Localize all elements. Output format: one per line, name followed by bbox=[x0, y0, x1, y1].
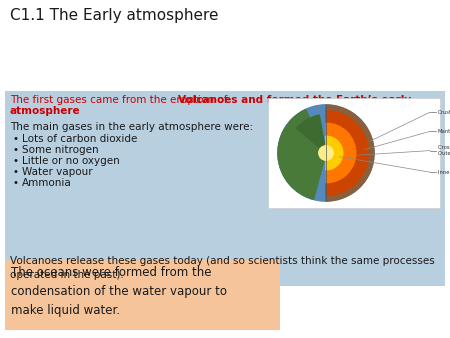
Text: Volcanoes and formed the Earth’s early: Volcanoes and formed the Earth’s early bbox=[178, 95, 411, 105]
Text: •: • bbox=[12, 134, 18, 144]
Text: Inner Core: Inner Core bbox=[438, 170, 450, 175]
FancyBboxPatch shape bbox=[5, 91, 445, 286]
Wedge shape bbox=[278, 110, 326, 199]
Wedge shape bbox=[326, 136, 343, 170]
Text: •: • bbox=[12, 156, 18, 166]
Text: .: . bbox=[50, 106, 54, 116]
Text: C1.1 The Early atmosphere: C1.1 The Early atmosphere bbox=[10, 8, 219, 23]
Text: Little or no oxygen: Little or no oxygen bbox=[22, 156, 120, 166]
FancyBboxPatch shape bbox=[5, 260, 280, 330]
Wedge shape bbox=[326, 105, 374, 201]
Text: Ammonia: Ammonia bbox=[22, 178, 72, 188]
Wedge shape bbox=[278, 105, 326, 201]
Text: atmosphere: atmosphere bbox=[10, 106, 81, 116]
Text: The first gases came from the eruption of: The first gases came from the eruption o… bbox=[10, 95, 231, 105]
Text: •: • bbox=[12, 178, 18, 188]
Wedge shape bbox=[326, 123, 356, 183]
Text: The main gases in the early atmosphere were:: The main gases in the early atmosphere w… bbox=[10, 122, 253, 132]
FancyBboxPatch shape bbox=[268, 98, 440, 208]
Text: Some nitrogen: Some nitrogen bbox=[22, 145, 99, 155]
Text: Water vapour: Water vapour bbox=[22, 167, 93, 177]
Text: The oceans were formed from the
condensation of the water vapour to
make liquid : The oceans were formed from the condensa… bbox=[11, 266, 227, 317]
Circle shape bbox=[319, 146, 333, 160]
Text: Mantle: Mantle bbox=[438, 129, 450, 134]
Wedge shape bbox=[326, 111, 368, 195]
Text: •: • bbox=[12, 145, 18, 155]
Text: Lots of carbon dioxide: Lots of carbon dioxide bbox=[22, 134, 137, 144]
Text: •: • bbox=[12, 167, 18, 177]
Circle shape bbox=[278, 105, 374, 201]
Text: Volcanoes release these gases today (and so scientists think the same processes
: Volcanoes release these gases today (and… bbox=[10, 256, 435, 280]
Text: Cross section of the
Outer Core: Cross section of the Outer Core bbox=[438, 145, 450, 156]
Text: Crust: Crust bbox=[438, 110, 450, 115]
Wedge shape bbox=[297, 115, 326, 153]
